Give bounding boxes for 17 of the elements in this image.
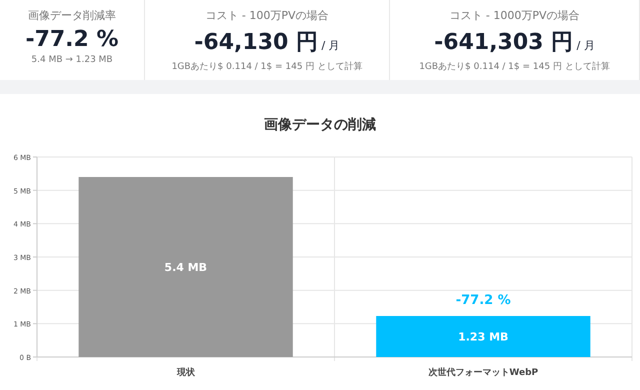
text: -641,303 円	[434, 30, 574, 55]
x-tick-label: 現状	[176, 367, 196, 378]
data-label: 1.23 MB	[458, 330, 508, 344]
annotation: -77.2 %	[456, 293, 511, 308]
text: 5.4 MB → 1.23 MB	[30, 55, 114, 65]
data-label: 5.4 MB	[164, 261, 208, 274]
text: 画像データ削減率	[27, 8, 117, 23]
text: 1GBあたり$ 0.114 / 1$ = 145 円 として計算	[418, 60, 611, 73]
text: -64,130 円	[194, 30, 318, 55]
text: / 月	[576, 39, 595, 52]
chart-title: 画像データの削減	[264, 117, 376, 133]
text: コスト - 100万PVの場合	[204, 8, 330, 23]
x-tick-label: 次世代フォーマットWebP	[428, 367, 539, 378]
text: / 月	[320, 39, 340, 52]
text: コスト - 1000万PVの場合	[448, 8, 581, 23]
text: 1GBあたり$ 0.114 / 1$ = 145 円 として計算	[170, 60, 364, 73]
text: -77.2 %	[24, 27, 120, 52]
